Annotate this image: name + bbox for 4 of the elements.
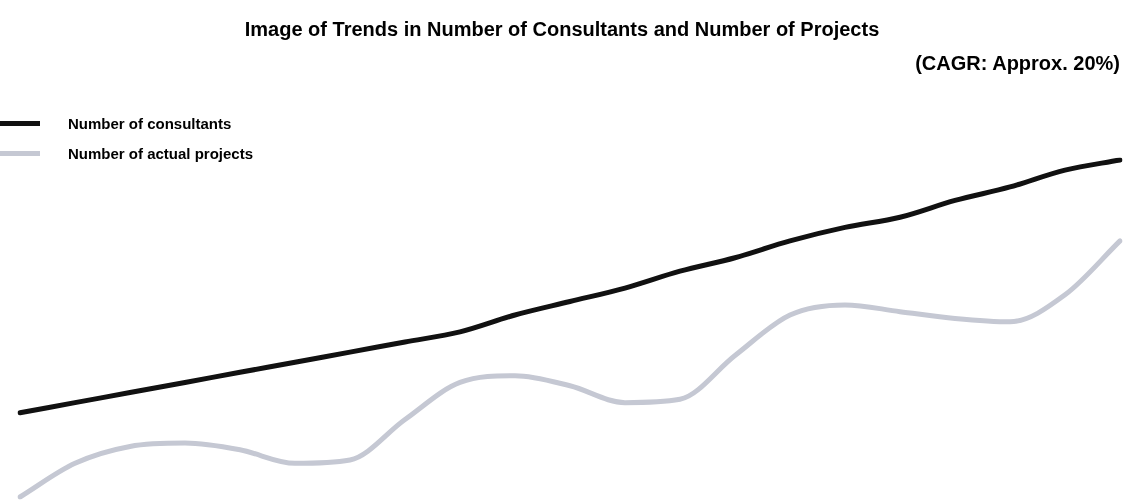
legend-label: Number of consultants — [68, 114, 232, 132]
legend-label: Number of actual projects — [68, 144, 254, 162]
chart-subtitle: (CAGR: Approx. 20%) — [915, 52, 1120, 75]
chart-title: Image of Trends in Number of Consultants and Number of Projects — [243, 18, 881, 41]
